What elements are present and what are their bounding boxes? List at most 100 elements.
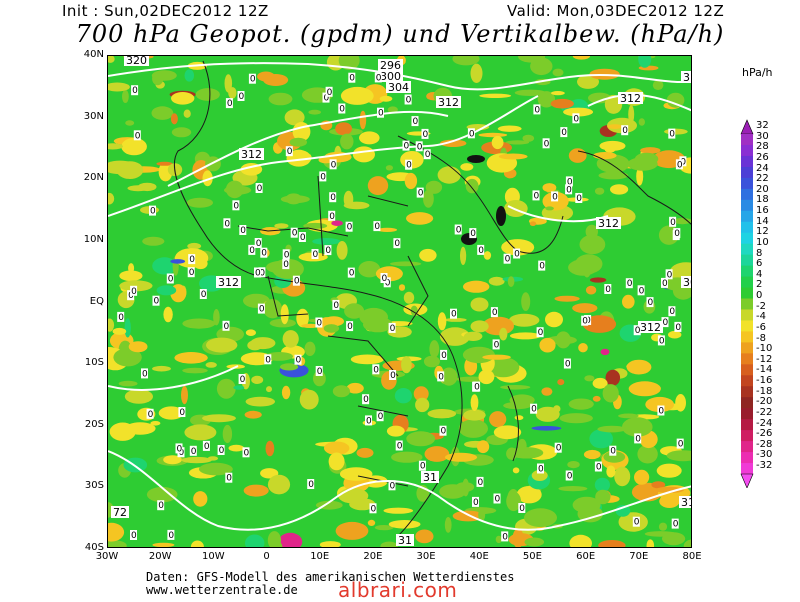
field-patch	[267, 474, 291, 495]
field-patch	[470, 320, 489, 333]
zero-label-box	[290, 227, 298, 238]
field-patch	[278, 532, 303, 547]
zero-label: 0	[150, 207, 156, 217]
credits-website[interactable]: www.wetterzentrale.de	[146, 583, 298, 597]
field-patch	[497, 125, 522, 132]
zero-label-box	[238, 374, 246, 384]
field-patch	[152, 542, 175, 547]
field-patch	[323, 324, 340, 333]
field-patch	[495, 535, 502, 544]
field-patch	[512, 467, 520, 474]
zero-label: 0	[441, 427, 447, 437]
zero-label: 0	[308, 480, 314, 490]
zero-label-box	[418, 460, 426, 471]
zero-label-box	[199, 289, 207, 299]
field-patch	[579, 234, 606, 255]
field-patch	[158, 406, 184, 420]
field-patch	[545, 311, 563, 328]
zero-label: 0	[382, 274, 388, 284]
longitude-label: 20W	[148, 551, 172, 562]
field-patch	[444, 452, 478, 462]
zero-label-box	[362, 394, 370, 405]
colorbar-level-label: -18	[756, 385, 773, 397]
zero-label-box	[141, 368, 148, 379]
zero-label-box	[676, 438, 684, 449]
colorbar-segment	[740, 473, 754, 488]
zero-label-box	[665, 269, 673, 280]
contour-label-box	[681, 71, 691, 83]
field-patch	[420, 432, 433, 443]
colorbar-level-label: 4	[756, 268, 763, 280]
zero-label-box	[188, 254, 196, 265]
field-patch	[597, 425, 627, 433]
zero-label-box	[175, 443, 183, 454]
zero-label-box	[237, 91, 245, 101]
zero-label: 0	[675, 323, 681, 333]
field-patch	[557, 379, 565, 386]
field-patch	[577, 74, 599, 89]
zero-label-box	[423, 149, 431, 160]
field-patch	[606, 465, 616, 478]
zero-label: 0	[420, 462, 426, 472]
weather-map: 3202963003043123123123123123123131313043…	[107, 55, 692, 548]
latitude-label: 40S	[84, 542, 104, 553]
zero-label: 0	[296, 356, 302, 366]
field-patch	[318, 156, 334, 164]
zero-label: 0	[674, 229, 680, 239]
field-patch	[195, 88, 220, 101]
field-patch	[509, 447, 544, 459]
zero-label-box	[388, 480, 396, 491]
colorbar-level-label: 28	[756, 141, 769, 153]
field-patch	[156, 285, 177, 296]
colorbar-level-label: -10	[756, 343, 773, 355]
contour-label: 304	[388, 81, 409, 94]
zero-label: 0	[294, 277, 300, 287]
field-patch	[589, 277, 607, 283]
map-title: 700 hPa Geopot. (gpdm) und Vertikalbew. …	[75, 20, 725, 48]
contour-label-box	[638, 321, 663, 333]
zero-label: 0	[366, 416, 372, 426]
zero-label: 0	[284, 250, 290, 260]
zero-label: 0	[255, 269, 261, 279]
zero-label-box	[575, 193, 583, 203]
zero-label-box	[157, 500, 165, 511]
field-patch	[563, 107, 594, 117]
field-patch	[389, 261, 422, 267]
field-patch	[406, 212, 434, 225]
credits-source: Daten: GFS-Modell des amerikanischen Wet…	[146, 570, 515, 584]
field-patch	[521, 292, 531, 311]
geopotential-contours	[108, 62, 691, 531]
field-patch	[151, 106, 174, 120]
zero-label-box	[646, 297, 654, 308]
field-patch	[263, 74, 289, 86]
field-patch	[602, 384, 619, 403]
zero-label-box	[347, 267, 355, 278]
field-patch	[470, 63, 483, 83]
zero-label: 0	[261, 249, 267, 259]
field-patch	[444, 517, 452, 533]
field-patch	[470, 297, 489, 312]
field-patch	[199, 462, 233, 476]
zero-label-box	[307, 479, 315, 489]
field-patch	[386, 425, 405, 437]
field-patch	[338, 488, 369, 504]
field-patch	[335, 122, 352, 136]
zero-label: 0	[249, 246, 255, 256]
field-patch	[108, 192, 115, 205]
zero-label: 0	[317, 367, 323, 377]
zero-label: 0	[250, 75, 256, 85]
field-patch	[482, 354, 511, 360]
zero-label: 0	[667, 270, 673, 280]
zero-label: 0	[561, 128, 567, 138]
field-patch	[403, 291, 415, 304]
field-patch	[340, 86, 374, 105]
zero-label-box	[411, 116, 419, 127]
zero-label-box	[563, 358, 571, 369]
field-patch	[440, 139, 467, 147]
latitude-label: 10N	[83, 233, 104, 245]
field-patch	[108, 82, 130, 92]
colorbar-segment	[741, 221, 753, 234]
field-patch	[296, 308, 309, 328]
field-patch	[299, 389, 319, 410]
zero-label-box	[565, 176, 573, 187]
